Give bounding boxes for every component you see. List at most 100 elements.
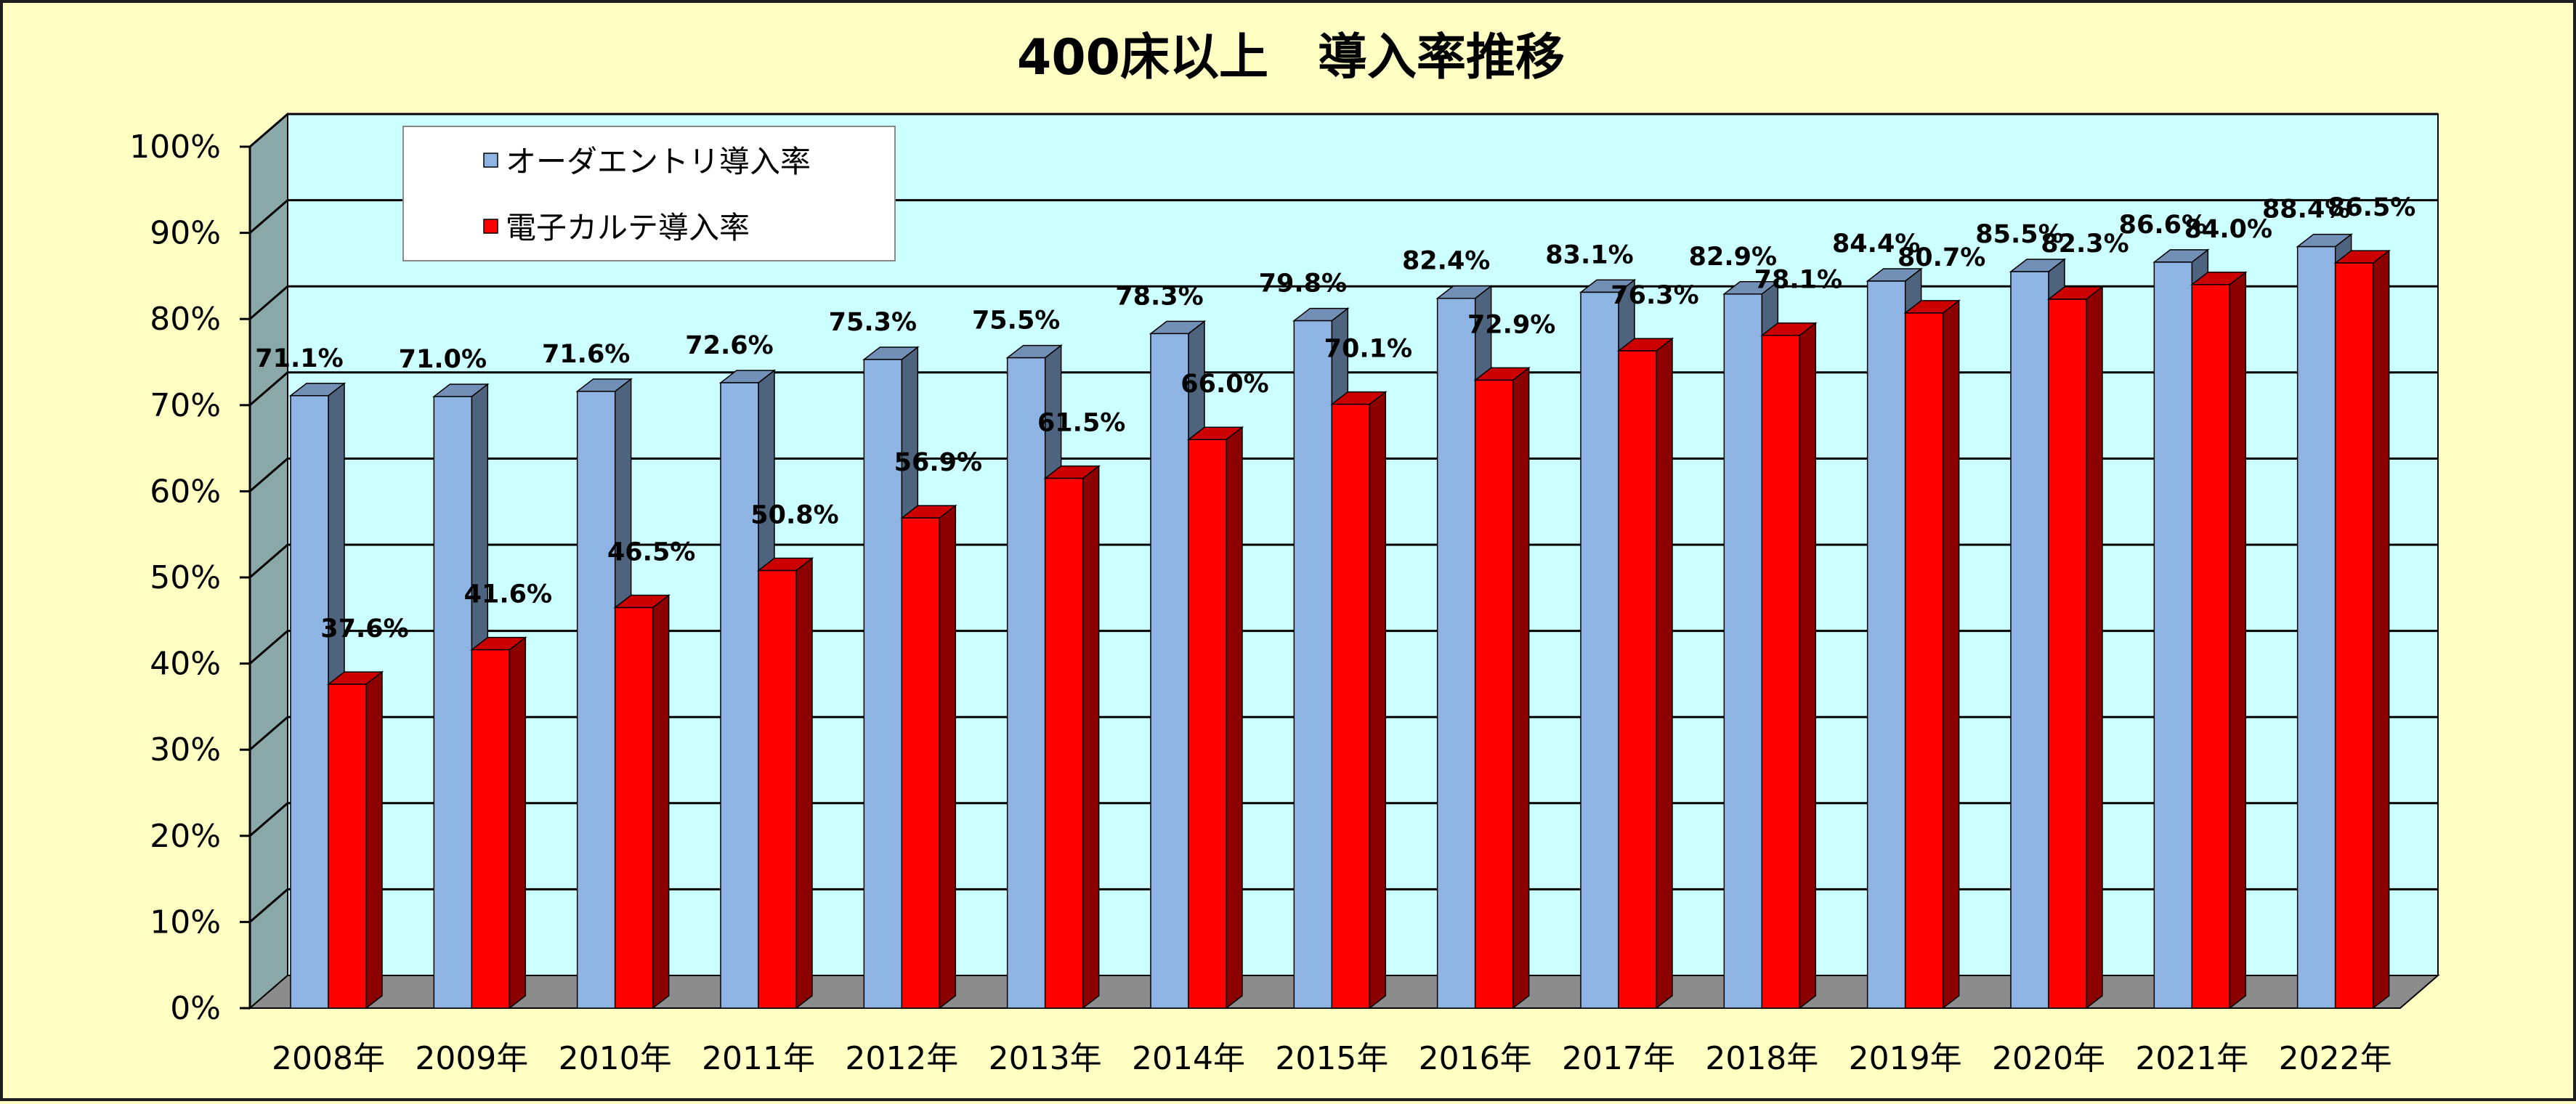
bar-side-face xyxy=(1512,366,1530,1010)
bar-front-face xyxy=(1866,280,1906,1009)
bar xyxy=(1330,391,1388,1010)
bar xyxy=(2190,271,2248,1010)
gridline xyxy=(249,888,2438,923)
bar xyxy=(326,670,384,1010)
data-label: 82.4% xyxy=(1402,247,1490,276)
data-label: 75.5% xyxy=(972,307,1060,336)
bar xyxy=(1760,322,1818,1010)
bar-front-face xyxy=(1580,291,1619,1009)
data-label: 72.6% xyxy=(685,331,773,360)
bar-front-face xyxy=(1006,357,1046,1009)
bar-front-face xyxy=(901,517,941,1009)
bar-front-face xyxy=(1904,312,1944,1009)
bar-front-face xyxy=(2010,271,2049,1009)
bar xyxy=(1616,337,1674,1010)
x-tick-label: 2017年 xyxy=(1562,1040,1675,1077)
data-label: 78.3% xyxy=(1115,282,1203,311)
legend-box xyxy=(402,126,896,261)
bar xyxy=(900,504,957,1010)
bar-front-face xyxy=(2153,261,2193,1009)
bar-front-face xyxy=(2048,299,2087,1009)
bar-front-face xyxy=(758,569,797,1009)
x-axis: 2008年 2009年 2010年 2011年 2012年 2013年 2014年 2015年… xyxy=(272,1040,2392,1077)
data-label: 50.8% xyxy=(750,501,838,530)
bar xyxy=(470,636,527,1010)
data-label: 86.5% xyxy=(2328,193,2415,222)
chart: 400床以上 導入率推移 0% 10% 20% 30% 40% 50% 60% 70% 80% 9… xyxy=(129,29,2440,1077)
y-tick-label: 30% xyxy=(150,731,221,768)
bar-front-face xyxy=(1618,350,1657,1009)
bar xyxy=(1473,366,1531,1010)
gridline xyxy=(249,199,2438,234)
bar xyxy=(756,556,814,1010)
legend: オーダエントリ導入率 電子カルテ導入率 xyxy=(402,126,896,261)
x-tick-label: 2015年 xyxy=(1275,1040,1388,1077)
data-label: 86.6% xyxy=(2119,211,2207,240)
bar-front-face xyxy=(614,606,654,1009)
data-label: 46.5% xyxy=(607,538,695,567)
gridlines xyxy=(249,113,2438,923)
y-tick-label: 100% xyxy=(129,129,221,166)
bar-side-face xyxy=(2372,249,2390,1010)
x-tick-label: 2014年 xyxy=(1132,1040,1245,1077)
data-label: 66.0% xyxy=(1180,370,1268,399)
data-label: 61.5% xyxy=(1037,409,1125,438)
data-label: 71.6% xyxy=(542,340,630,369)
y-tick-label: 20% xyxy=(150,818,221,855)
x-tick-label: 2011年 xyxy=(702,1040,815,1077)
x-tick-label: 2010年 xyxy=(559,1040,672,1077)
data-label: 85.5% xyxy=(1975,220,2063,249)
bar xyxy=(2333,249,2391,1010)
data-label: 41.6% xyxy=(464,580,552,609)
bar-side-face xyxy=(1942,299,1960,1010)
data-label: 71.0% xyxy=(399,345,487,374)
x-tick-label: 2016年 xyxy=(1419,1040,1532,1077)
bar-side-face xyxy=(1369,391,1387,1010)
legend-swatch-ehr xyxy=(483,219,498,234)
data-label: 82.3% xyxy=(2041,230,2129,259)
bar-front-face xyxy=(1150,333,1189,1009)
data-label: 70.1% xyxy=(1324,335,1412,364)
bar-side-face xyxy=(2086,285,2103,1010)
legend-label-ehr: 電子カルテ導入率 xyxy=(506,210,750,245)
y-tick-label: 60% xyxy=(150,473,221,510)
data-label: 78.1% xyxy=(1754,266,1842,295)
bar-front-face xyxy=(1044,477,1084,1009)
bar-side-face xyxy=(1799,322,1817,1010)
bar-front-face xyxy=(328,683,367,1009)
x-tick-label: 2019年 xyxy=(1849,1040,1962,1077)
bar-side-face xyxy=(1656,337,1673,1010)
x-tick-label: 2020年 xyxy=(1992,1040,2105,1077)
y-tick-label: 10% xyxy=(150,904,221,941)
data-label: 79.8% xyxy=(1259,269,1347,299)
data-label: 72.9% xyxy=(1467,310,1555,339)
gridline xyxy=(249,715,2438,751)
x-tick-label: 2013年 xyxy=(989,1040,1102,1077)
data-label: 84.4% xyxy=(1832,230,1920,259)
y-tick-label: 80% xyxy=(150,301,221,338)
y-tick-label: 0% xyxy=(170,990,221,1027)
data-label: 84.0% xyxy=(2184,215,2272,244)
bar xyxy=(2046,285,2105,1010)
gridline xyxy=(249,802,2438,837)
bar-side-face xyxy=(1226,426,1243,1010)
y-tick-label: 40% xyxy=(150,646,221,683)
bar xyxy=(1903,299,1961,1010)
bar-front-face xyxy=(1436,297,1476,1009)
data-label: 83.1% xyxy=(1545,240,1633,269)
bar xyxy=(1043,465,1101,1010)
gridline xyxy=(249,543,2438,579)
bar-front-face xyxy=(2296,245,2336,1009)
bar-front-face xyxy=(471,649,511,1009)
gridline xyxy=(249,630,2438,665)
data-label: 88.4% xyxy=(2262,195,2350,224)
x-tick-label: 2022年 xyxy=(2279,1040,2392,1077)
data-label: 37.6% xyxy=(320,614,408,644)
bar-front-face xyxy=(576,391,616,1009)
bar-front-face xyxy=(1761,334,1801,1009)
bar-side-face xyxy=(939,504,957,1010)
legend-swatch-order-entry xyxy=(483,153,498,168)
bar-front-face xyxy=(433,396,473,1009)
bar-side-face xyxy=(652,593,670,1010)
